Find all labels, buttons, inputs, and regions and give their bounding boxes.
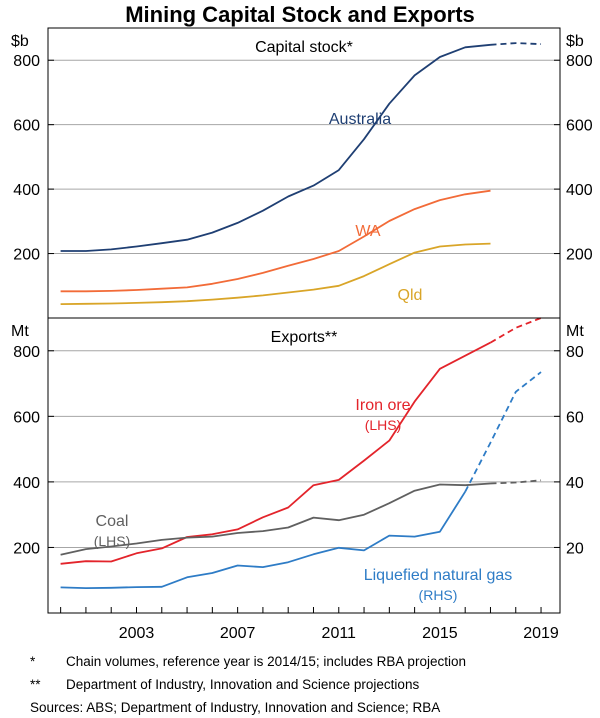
footnote-text: Department of Industry, Innovation and S… [66,677,420,692]
y-tick-label-right: 80 [566,344,584,361]
y-tick-label-right: 40 [566,475,584,492]
y-tick-label-right: 60 [566,409,584,426]
series-line [60,189,491,293]
y-tick-label-left: 400 [13,182,40,199]
panel-frame [47,317,561,614]
sources-note: Sources: ABS; Department of Industry, In… [30,700,441,715]
footnote-text: Chain volumes, reference year is 2014/15… [66,654,466,669]
x-tick-label: 2011 [322,625,357,642]
series-label: WA [355,223,381,240]
panel-frame [47,27,561,319]
right-unit-label: Mt [566,323,584,340]
panel-title: Exports** [271,329,338,346]
series-projection-line [490,479,542,485]
y-tick-label-left: 800 [13,344,40,361]
series-projection-line [490,42,542,46]
y-tick-label-right: 600 [566,118,593,135]
panel-title: Capital stock* [255,39,353,56]
series-label: Coal [96,513,129,530]
y-tick-label-left: 600 [13,409,40,426]
y-tick-label-left: 200 [13,540,40,557]
series-line [60,341,491,565]
chart-svg: Mining Capital Stock and Exports 200 400 60… [11,2,593,642]
footnote-mark: ** [30,677,41,692]
series-label: Liquefied natural gas [364,567,513,584]
x-tick-label: 2007 [220,625,256,642]
series-line [60,242,491,305]
y-tick-label-right: 400 [566,182,593,199]
series-label: Iron ore [355,397,410,414]
x-tick-label: 2015 [422,625,458,642]
chart-title: Mining Capital Stock and Exports [125,2,475,27]
series-label: Qld [398,287,423,304]
footnote-2: ** Department of Industry, Innovation and… [30,677,419,692]
y-tick-label-right: 20 [566,540,584,557]
series-line [60,491,466,589]
right-unit-label: $b [566,33,584,50]
y-tick-label-left: 200 [13,247,40,264]
y-tick-label-left: 800 [13,53,40,70]
series-line [60,482,491,556]
x-tick-label: 2003 [119,625,155,642]
y-tick-label-right: 800 [566,53,593,70]
series-label: Australia [329,111,391,128]
series-sublabel: (LHS) [365,417,402,433]
series-line [60,43,491,252]
y-tick-label-left: 600 [13,118,40,135]
series-projection-line [490,317,542,344]
x-tick-label: 2019 [523,625,559,642]
left-unit-label: $b [11,33,29,50]
footnote-mark: * [30,654,36,669]
left-unit-label: Mt [11,323,29,340]
series-sublabel: (RHS) [419,587,458,603]
footnote-1: * Chain volumes, reference year is 2014/1… [30,654,466,669]
y-tick-label-right: 200 [566,247,593,264]
series-sublabel: (LHS) [94,533,131,549]
series-projection-line [464,371,542,493]
y-tick-label-left: 400 [13,475,40,492]
